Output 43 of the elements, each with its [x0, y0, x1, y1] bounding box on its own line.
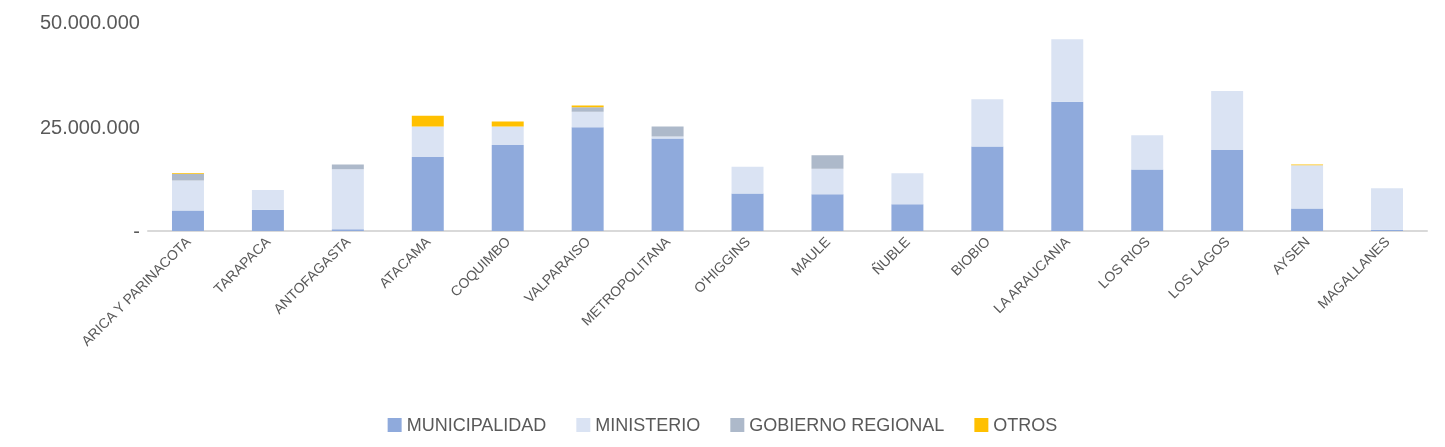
- y-tick-label: 25.000.000: [39, 115, 140, 138]
- legend-label: MUNICIPALIDAD: [406, 415, 547, 435]
- bar: [1371, 188, 1404, 230]
- bar: [411, 126, 444, 158]
- bar: [571, 107, 604, 112]
- bar: [491, 126, 524, 145]
- bar: [1051, 101, 1084, 231]
- bar: [1131, 135, 1164, 170]
- bar: [811, 155, 844, 169]
- bar: [171, 173, 204, 181]
- bar: [1291, 165, 1324, 209]
- legend-label: GOBIERNO REGIONAL: [749, 415, 945, 435]
- legend-label: MINISTERIO: [595, 415, 701, 435]
- bar: [731, 166, 764, 194]
- bar: [171, 210, 204, 231]
- bar: [1131, 169, 1164, 231]
- bar: [971, 146, 1004, 231]
- bar: [891, 204, 924, 231]
- y-tick-label: 50.000.000: [39, 11, 140, 33]
- bar: [651, 138, 684, 231]
- bar: [331, 169, 364, 230]
- bar: [491, 121, 524, 127]
- bar: [651, 126, 684, 137]
- bar: [811, 194, 844, 231]
- bar: [491, 144, 524, 231]
- bar: [1291, 208, 1324, 231]
- bar: [1211, 149, 1244, 231]
- bar: [571, 111, 604, 128]
- bar: [1211, 90, 1244, 150]
- bar: [171, 180, 204, 211]
- bar: [891, 173, 924, 205]
- bar: [971, 99, 1004, 147]
- bar: [251, 190, 284, 210]
- legend-label: OTROS: [993, 415, 1058, 435]
- y-tick-label: -: [133, 220, 140, 242]
- bar: [731, 193, 764, 231]
- bar: [251, 209, 284, 231]
- bar: [811, 168, 844, 195]
- bar: [1051, 39, 1084, 102]
- bar: [651, 136, 684, 139]
- bar: [411, 157, 444, 231]
- bar: [571, 127, 604, 231]
- bar: [411, 115, 444, 127]
